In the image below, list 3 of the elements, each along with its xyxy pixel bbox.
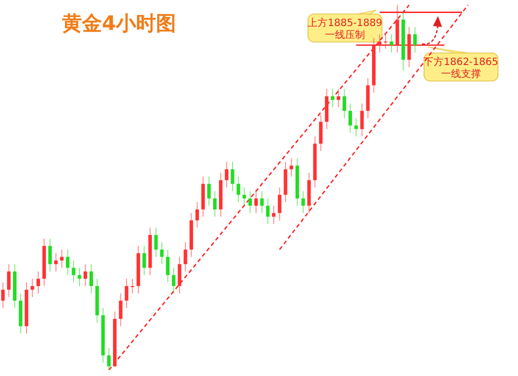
annotation: 下方1862-1865 一线支撑 <box>424 56 498 80</box>
annotation: 上方1885-1889 一线压制 <box>308 17 382 41</box>
chart-title: 黄金4小时图 <box>61 11 176 35</box>
